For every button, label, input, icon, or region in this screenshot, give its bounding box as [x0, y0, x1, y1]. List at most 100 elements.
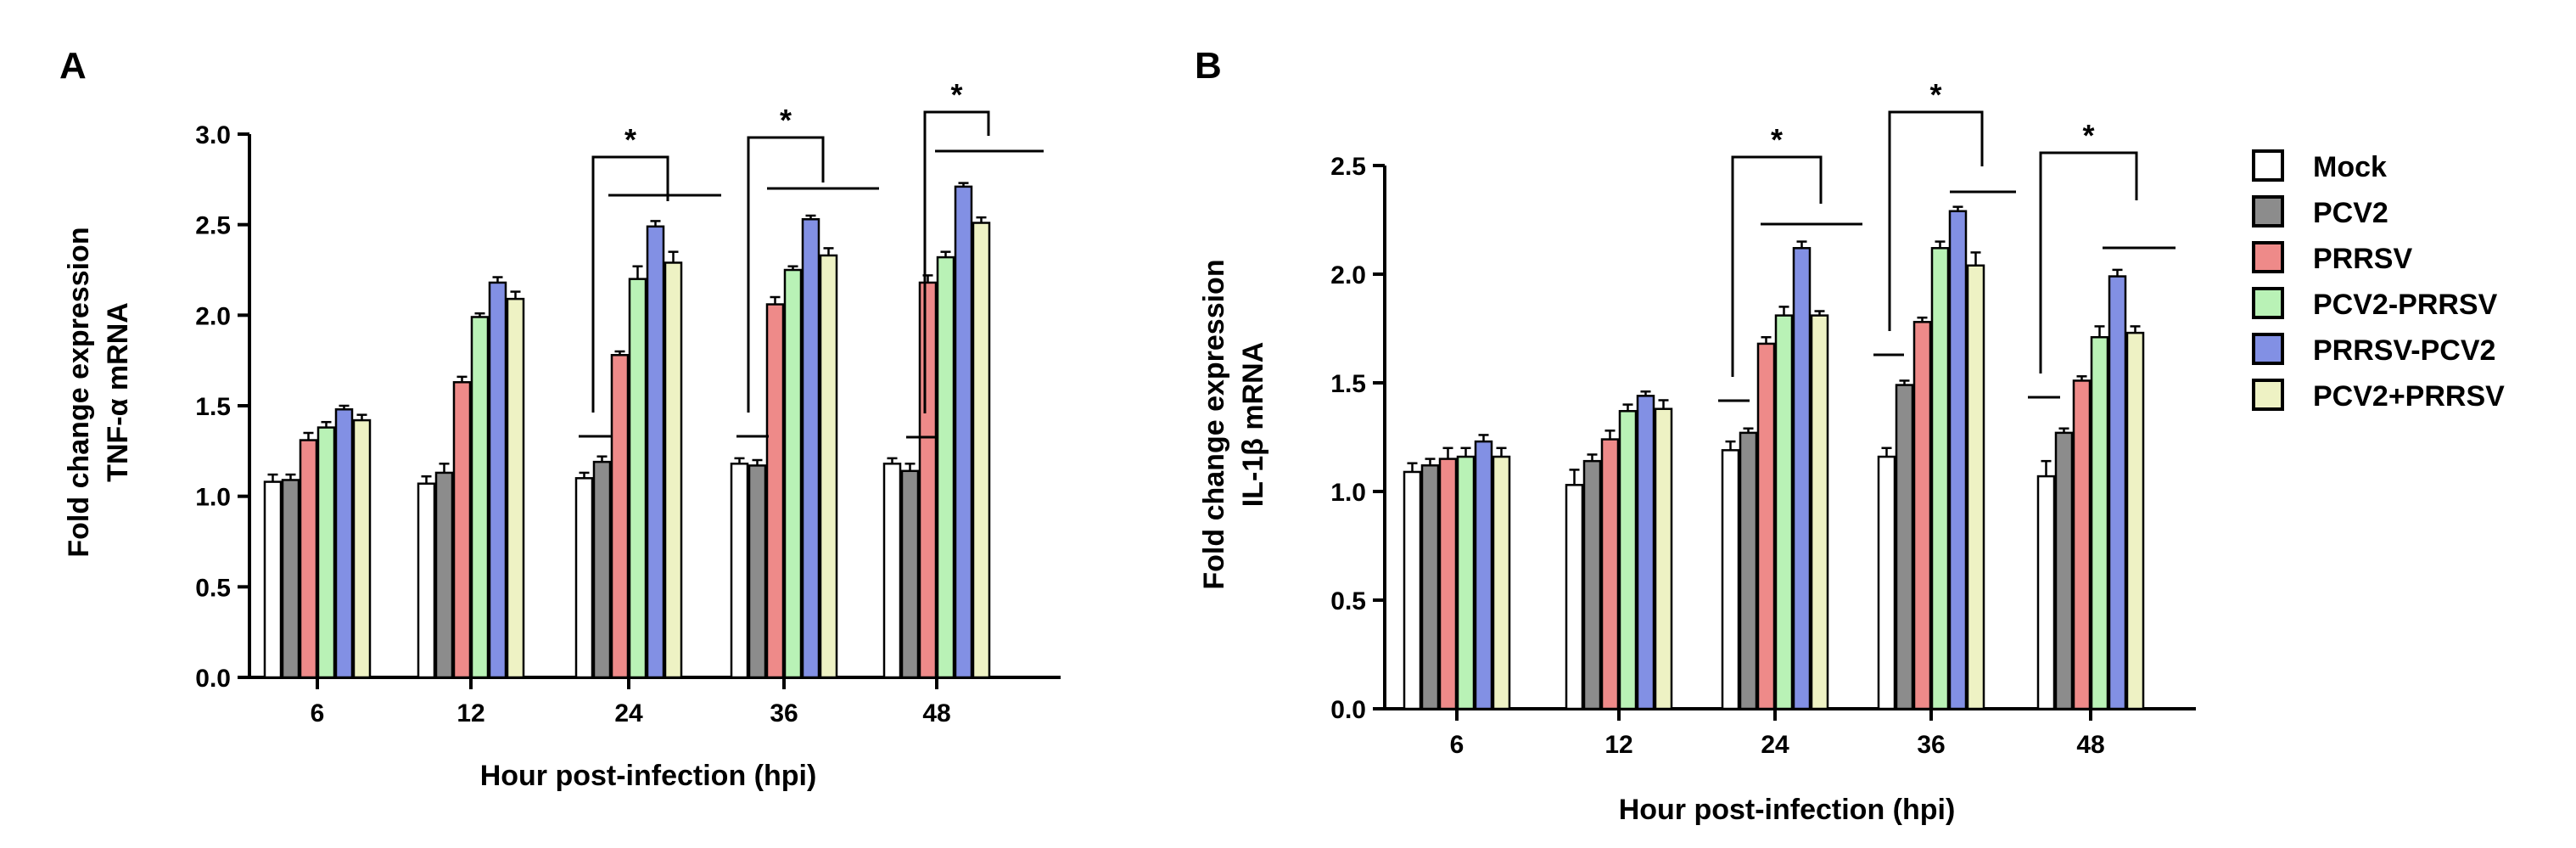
panel-b-bar — [1792, 247, 1812, 710]
panel-b-bar — [2036, 475, 2056, 710]
panel-b-x-tick-label: 48 — [2076, 731, 2104, 759]
panel-b-ylabel-line2: IL-1β mRNA — [1237, 342, 1269, 508]
panel-a-sig-bracket — [923, 110, 990, 413]
panel-a-bar — [918, 281, 938, 679]
legend-swatch — [2252, 149, 2284, 182]
panel-a-bar — [352, 418, 372, 679]
panel-a-sig-star: * — [950, 77, 962, 112]
panel-a-bar — [334, 408, 354, 679]
panel-a-y-tick-label: 0.0 — [195, 665, 231, 693]
panel-a-chart: A Fold change expression TNF-α mRNA Hour… — [59, 45, 1061, 792]
panel-a-bar — [281, 479, 300, 679]
panel-a-bar — [730, 463, 749, 679]
panel-b-bar — [1403, 470, 1422, 710]
legend-swatch — [2252, 241, 2284, 273]
panel-a-plot-area: 0.0 0.5 1.0 1.5 2.0 2.5 3.0 6 12 24 36 48 * * * — [195, 77, 1061, 727]
panel-b-bar — [1438, 458, 1458, 710]
panel-a-y-title: Fold change expression TNF-α mRNA — [63, 227, 134, 557]
panel-b-bar — [2072, 379, 2092, 710]
panel-a-bar — [470, 316, 490, 679]
panel-b-y-tick-label: 1.5 — [1330, 370, 1366, 398]
legend: Mock PCV2 PRRSV PCV2-PRRSV PRRSV-PCV2 PCV2+PR… — [2252, 149, 2505, 413]
panel-b-plot-area: 0.0 0.5 1.0 1.5 2.0 2.5 6 12 24 36 48 * * * — [1330, 77, 2196, 759]
panel-a-bar — [900, 469, 920, 679]
panel-a-xlabel: Hour post-infection (hpi) — [480, 760, 817, 792]
panel-b-bar — [1877, 455, 1896, 710]
legend-label: PCV2-PRRSV — [2313, 289, 2498, 321]
panel-a-bar — [628, 278, 647, 679]
panel-b-chart: B Fold change expression IL-1β mRNA Hour… — [1195, 45, 2196, 826]
panel-a-bar — [748, 464, 767, 679]
panel-b-x-tick-label: 12 — [1604, 731, 1632, 759]
panel-a-x-tick-label: 12 — [456, 699, 484, 727]
panel-b-bar — [1492, 455, 1511, 710]
panel-b-x-tick-label: 6 — [1450, 731, 1464, 759]
panel-a-bar — [882, 463, 902, 679]
panel-b-bar — [1565, 484, 1584, 710]
panel-a-bar — [316, 426, 336, 679]
panel-b-sig-bracket — [2039, 151, 2138, 373]
panel-a-ylabel-line2: TNF-α mRNA — [102, 302, 134, 482]
panel-b-sig-bracket — [1731, 155, 1823, 377]
panel-b-sig-star: * — [2082, 118, 2094, 153]
panel-a-bar — [263, 480, 283, 679]
panel-a-bar — [646, 225, 665, 679]
legend-label: Mock — [2313, 151, 2387, 183]
panel-b-bar — [1582, 459, 1602, 710]
panel-b-bar — [1618, 410, 1638, 710]
legend-swatch — [2252, 333, 2284, 365]
panel-b-bar — [2108, 275, 2127, 710]
panel-b-bar — [1739, 431, 1758, 710]
panel-b-ylabel-line1: Fold change expression — [1198, 259, 1230, 589]
panel-a-y-tick-label: 1.0 — [195, 484, 231, 512]
panel-b-sig-star: * — [1771, 122, 1783, 157]
panel-b-bar — [1636, 395, 1655, 710]
panel-b-bar — [1966, 264, 1985, 710]
panel-b-xlabel: Hour post-infection (hpi) — [1619, 794, 1956, 826]
panel-a-bar — [434, 471, 454, 679]
panel-a-y-tick-label: 3.0 — [195, 121, 231, 149]
panel-a-x-tick-label: 48 — [922, 699, 950, 727]
legend-label: PRRSV — [2313, 243, 2412, 275]
panel-a-x-tick-label: 6 — [311, 699, 325, 727]
panel-a-y-tick-label: 1.5 — [195, 393, 231, 421]
panel-a-sig-star: * — [624, 122, 636, 157]
panel-b-bar — [1948, 210, 1968, 710]
panel-a-y-tick-label: 2.0 — [195, 302, 231, 330]
panel-b-bar — [1474, 440, 1493, 710]
panel-a-ylabel-line1: Fold change expression — [63, 227, 95, 557]
panel-a-bar — [819, 254, 838, 679]
panel-a-y-tick-label: 2.5 — [195, 212, 231, 240]
panel-a-bar — [506, 297, 525, 679]
panel-a-x-tick-label: 36 — [770, 699, 798, 727]
legend-label: PCV2+PRRSV — [2313, 380, 2505, 413]
panel-b-y-tick-label: 0.5 — [1330, 587, 1366, 615]
legend-swatch — [2252, 195, 2284, 227]
panel-a-bar — [954, 185, 973, 679]
panel-a-bar — [488, 281, 507, 679]
panel-b-sig-bracket — [1888, 110, 1984, 331]
legend-swatch — [2252, 287, 2284, 319]
panel-a-bar — [801, 218, 820, 679]
panel-a-bar — [610, 354, 630, 679]
panel-a-bar — [452, 381, 472, 679]
panel-b-bar — [1774, 314, 1794, 710]
panel-b-bar — [1756, 342, 1776, 710]
panel-b-bar — [1930, 247, 1950, 710]
legend-swatch — [2252, 379, 2284, 411]
panel-a-bar — [417, 482, 436, 679]
panel-b-x-tick-label: 36 — [1917, 731, 1945, 759]
panel-a-sig-star: * — [780, 103, 792, 138]
panel-a-bar — [936, 256, 955, 679]
panel-b-bar — [1420, 464, 1440, 710]
panel-b-sig-star: * — [1929, 77, 1941, 112]
panel-b-bar — [1912, 321, 1932, 710]
panel-b-y-tick-label: 0.0 — [1330, 696, 1366, 724]
panel-b-bar — [2090, 335, 2109, 710]
panel-b-bar — [1810, 314, 1829, 710]
panel-b-letter: B — [1195, 45, 1222, 87]
panel-a-bar — [783, 268, 803, 679]
panel-a-bar — [765, 303, 785, 679]
panel-a-x-tick-label: 24 — [614, 699, 643, 727]
